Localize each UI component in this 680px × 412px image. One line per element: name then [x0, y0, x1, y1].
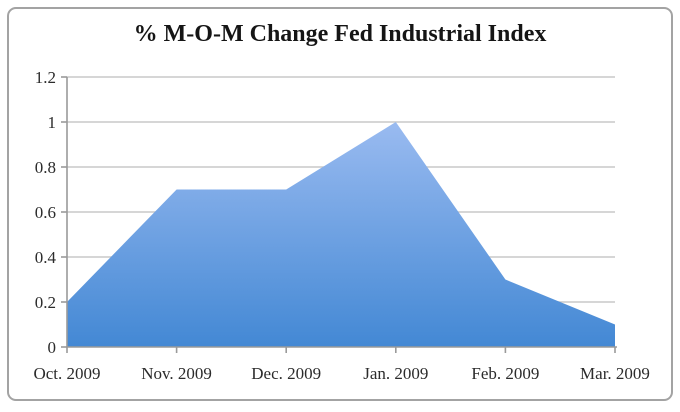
y-tick-label: 0.6 — [35, 203, 56, 222]
x-tick-label: Dec. 2009 — [251, 364, 321, 383]
x-tick-label: Feb. 2009 — [471, 364, 539, 383]
chart-title: % M-O-M Change Fed Industrial Index — [133, 21, 547, 47]
y-tick-label: 0 — [48, 338, 57, 357]
x-tick-label: Jan. 2009 — [363, 364, 428, 383]
y-tick-label: 0.8 — [35, 158, 56, 177]
x-tick-label: Oct. 2009 — [33, 364, 100, 383]
y-tick-label: 1.2 — [35, 68, 56, 87]
y-tick-label: 0.4 — [35, 248, 57, 267]
x-tick-label: Mar. 2009 — [580, 364, 650, 383]
y-tick-label: 1 — [48, 113, 57, 132]
x-tick-label: Nov. 2009 — [141, 364, 212, 383]
area-series — [67, 122, 615, 347]
y-tick-label: 0.2 — [35, 293, 56, 312]
